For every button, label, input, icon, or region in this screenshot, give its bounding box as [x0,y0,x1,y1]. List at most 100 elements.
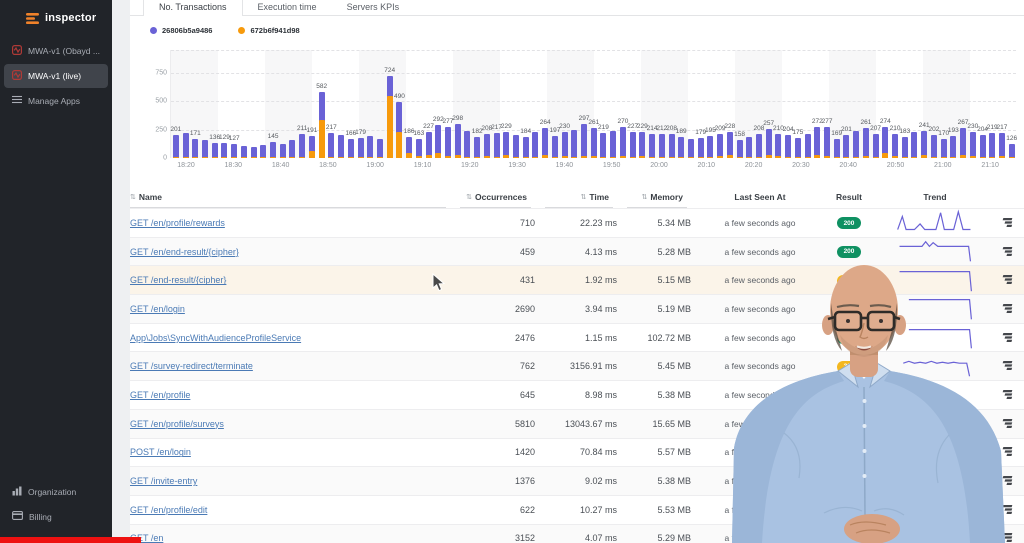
sidebar-item-mwa-v1-obayd-[interactable]: MWA-v1 (Obayd ... [4,39,108,63]
bar-slot[interactable]: 230 [559,50,570,158]
sidebar-item-organization[interactable]: Organization [4,480,108,504]
bar-slot[interactable]: 186 [404,50,415,158]
bar-slot[interactable]: 136 [209,50,220,158]
transaction-link[interactable]: POST /en/login [130,447,191,458]
waterfall-detail-button[interactable] [991,531,1024,543]
column-header-time[interactable]: ⇅ Time [545,186,613,208]
column-header-occurrences[interactable]: ⇅ Occurrences [460,186,531,208]
bar-slot[interactable] [910,50,920,158]
transaction-link[interactable]: GET /survey-redirect/terminate [130,361,253,372]
bar-slot[interactable]: 184 [520,50,531,158]
bar-slot[interactable]: 261 [588,50,599,158]
transaction-link[interactable]: GET /en/profile [130,389,191,400]
transaction-link[interactable]: GET /en/login [130,304,185,315]
bar-slot[interactable]: 189 [676,50,687,158]
waterfall-detail-button[interactable] [991,445,1024,459]
bar-slot[interactable]: 241 [919,50,930,158]
bar-slot[interactable]: 208 [666,50,677,158]
transaction-link[interactable]: App\Jobs\SyncWithAudienceProfileService [130,332,302,343]
bar-slot[interactable] [803,50,813,158]
bar-slot[interactable]: 227 [423,50,434,158]
transaction-link[interactable]: GET /en/profile/surveys [130,418,224,429]
bar-slot[interactable]: 227 [627,50,638,158]
bar-slot[interactable]: 277 [443,50,453,158]
bar-slot[interactable]: 193 [948,50,959,158]
sidebar-item-billing[interactable]: Billing [4,505,108,528]
bar-slot[interactable]: 163 [413,50,424,158]
bar-slot[interactable]: 129 [219,50,230,158]
bar-slot[interactable]: 217 [326,50,337,158]
bar-slot[interactable]: 204 [783,50,794,158]
bar-slot[interactable]: 170 [938,50,949,158]
bar-slot[interactable] [375,50,385,158]
bar-slot[interactable]: 209 [715,50,726,158]
bar-slot[interactable]: 270 [617,50,628,158]
bar-slot[interactable]: 230 [967,50,978,158]
bar-slot[interactable] [181,50,191,158]
bar-slot[interactable]: 219 [987,50,998,158]
bar-slot[interactable]: 490 [394,50,405,158]
sort-icon[interactable]: ⇅ [580,193,587,201]
bar-slot[interactable]: 171 [190,50,201,158]
bar-slot[interactable] [531,50,541,158]
bar-slot[interactable]: 210 [890,50,900,158]
bar-slot[interactable]: 183 [899,50,910,158]
transaction-link[interactable]: GET /en [130,533,164,543]
bar-slot[interactable] [258,50,268,158]
tab-no-transactions[interactable]: No. Transactions [143,0,243,16]
bar-slot[interactable] [200,50,210,158]
bar-slot[interactable]: 582 [316,50,327,158]
bar-slot[interactable]: 292 [433,50,444,158]
bar-slot[interactable] [744,50,754,158]
bar-slot[interactable]: 208 [481,50,492,158]
bar-slot[interactable]: 228 [724,50,735,158]
bar-slot[interactable] [288,50,298,158]
bar-slot[interactable]: 274 [880,50,891,158]
bar-slot[interactable]: 219 [598,50,609,158]
bar-slot[interactable]: 277 [822,50,832,158]
column-header-memory[interactable]: ⇅ Memory [627,186,687,208]
bar-slot[interactable]: 158 [734,50,745,158]
video-progress-bar[interactable] [0,537,141,543]
sort-icon[interactable]: ⇅ [130,193,136,201]
bar-slot[interactable]: 297 [579,50,589,158]
bar-slot[interactable] [365,50,375,158]
bar-slot[interactable]: 182 [472,50,483,158]
bar-slot[interactable]: 202 [928,50,939,158]
bar-slot[interactable]: 166 [345,50,356,158]
bar-slot[interactable]: 257 [763,50,774,158]
sort-icon[interactable]: ⇅ [466,193,473,201]
bar-slot[interactable]: 211 [297,50,307,158]
waterfall-detail-button[interactable] [991,474,1024,488]
transaction-link[interactable]: GET /en/profile/edit [130,504,208,515]
bar-slot[interactable] [249,50,259,158]
sidebar-item-mwa-v1-live-[interactable]: MWA-v1 (live) [4,64,108,88]
column-header-name[interactable]: ⇅ Name [130,186,446,208]
bar-slot[interactable]: 261 [860,50,871,158]
bar-slot[interactable] [569,50,579,158]
bar-slot[interactable]: 175 [792,50,803,158]
waterfall-detail-button[interactable] [991,388,1024,402]
bar-slot[interactable] [851,50,861,158]
bar-slot[interactable]: 208 [754,50,764,158]
waterfall-detail-button[interactable] [991,245,1024,259]
bar-slot[interactable]: 197 [549,50,560,158]
transaction-link[interactable]: GET /en/profile/rewards [130,218,225,228]
bar-slot[interactable]: 229 [501,50,512,158]
waterfall-detail-button[interactable] [991,331,1024,345]
bar-slot[interactable]: 126 [1006,50,1017,158]
bar-slot[interactable]: 217 [997,50,1007,158]
bar-slot[interactable] [239,50,249,158]
transaction-link[interactable]: GET /invite-entry [130,476,198,487]
bar-slot[interactable]: 724 [384,50,395,158]
bar-slot[interactable]: 267 [958,50,969,158]
bar-slot[interactable]: 204 [977,50,988,158]
bar-slot[interactable] [686,50,696,158]
bar-slot[interactable] [608,50,618,158]
bar-slot[interactable] [511,50,521,158]
waterfall-detail-button[interactable] [991,273,1024,287]
bar-slot[interactable]: 179 [355,50,366,158]
bar-slot[interactable]: 298 [452,50,463,158]
waterfall-detail-button[interactable] [991,359,1024,373]
bar-slot[interactable]: 229 [637,50,648,158]
